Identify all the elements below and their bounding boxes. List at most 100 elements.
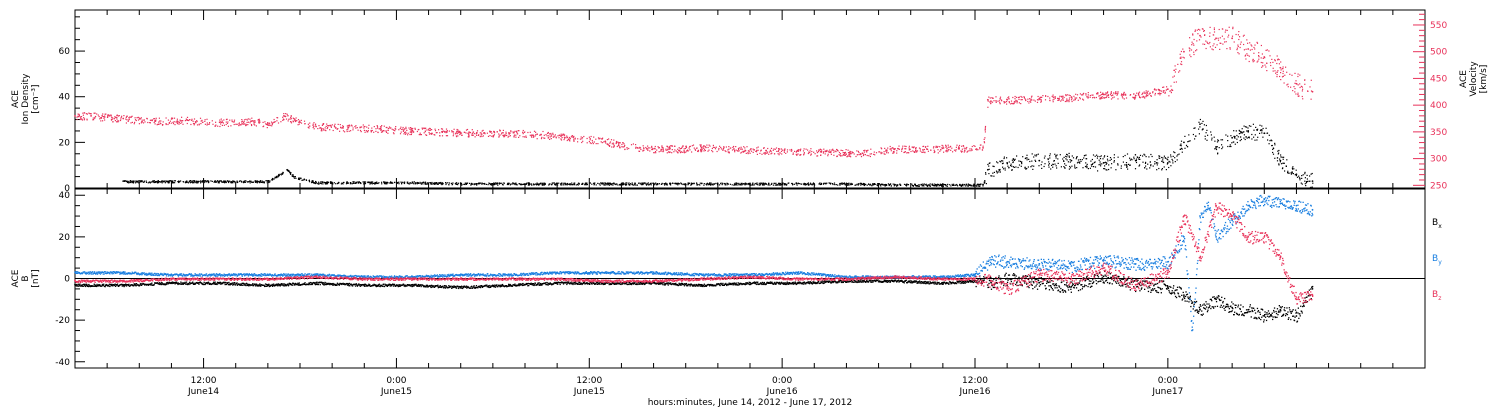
bfield-point bbox=[1279, 202, 1282, 205]
legend-label: B bbox=[1432, 218, 1438, 228]
density-point bbox=[411, 181, 414, 184]
bfield-point bbox=[990, 258, 992, 261]
velocity-point bbox=[475, 132, 478, 134]
velocity-point bbox=[1006, 98, 1009, 101]
velocity-point bbox=[572, 136, 575, 139]
bfield-point bbox=[1006, 260, 1009, 263]
velocity-axis-title: ACE bbox=[1459, 70, 1469, 88]
velocity-point bbox=[765, 149, 767, 152]
velocity-point bbox=[797, 150, 800, 153]
bfield-point bbox=[1231, 306, 1234, 309]
velocity-point bbox=[1215, 37, 1217, 40]
velocity-point bbox=[411, 129, 414, 132]
bfield-point bbox=[170, 273, 173, 276]
bfield-point bbox=[700, 283, 703, 286]
velocity-point bbox=[604, 140, 607, 143]
bfield-point bbox=[604, 271, 607, 274]
density-point bbox=[286, 168, 289, 171]
bfield-point bbox=[218, 277, 221, 280]
velocity-point bbox=[925, 148, 928, 150]
bfield-point bbox=[459, 277, 462, 280]
bfield-point bbox=[266, 277, 269, 280]
bfield-point bbox=[122, 271, 125, 274]
bfield-point bbox=[1038, 281, 1041, 284]
bfield-point bbox=[556, 281, 559, 284]
velocity-point bbox=[154, 120, 157, 123]
bfield-point bbox=[315, 273, 317, 276]
bfield-point bbox=[990, 281, 992, 284]
legend-entry-by: By bbox=[1432, 254, 1442, 266]
bfield-tick-label: 40 bbox=[59, 191, 71, 201]
x-tick-date: June15 bbox=[380, 387, 412, 397]
velocity-point bbox=[958, 147, 960, 149]
velocity-point bbox=[1166, 88, 1169, 91]
bfield-point bbox=[1183, 235, 1185, 238]
velocity-point bbox=[1134, 94, 1137, 97]
density-tick-label: 0 bbox=[64, 184, 70, 194]
velocity-point bbox=[700, 147, 703, 149]
density-point bbox=[700, 182, 703, 185]
bfield-point bbox=[797, 271, 800, 274]
velocity-point bbox=[1102, 93, 1105, 96]
density-point bbox=[170, 180, 173, 183]
density-point bbox=[292, 175, 295, 178]
density-point bbox=[893, 183, 896, 186]
bfield-point bbox=[1263, 315, 1266, 317]
velocity-point bbox=[1247, 48, 1250, 50]
velocity-point bbox=[1295, 82, 1298, 85]
bfield-point bbox=[652, 279, 655, 282]
bfield-point bbox=[266, 273, 269, 276]
bfield-axis-title: [nT] bbox=[31, 269, 41, 287]
bfield-point bbox=[411, 275, 414, 278]
density-point bbox=[122, 180, 125, 183]
velocity-point bbox=[1311, 90, 1314, 93]
bfield-tick-label: -40 bbox=[55, 358, 70, 368]
bfield-point bbox=[797, 277, 800, 280]
bfield-point bbox=[1231, 215, 1234, 217]
bfield-point bbox=[1215, 235, 1217, 238]
bfield-point bbox=[1183, 215, 1185, 217]
velocity-point bbox=[74, 114, 76, 117]
bfield-point bbox=[74, 271, 76, 274]
x-tick-label: 12:00 bbox=[576, 376, 602, 386]
velocity-point bbox=[540, 133, 542, 136]
bfield-point bbox=[749, 275, 751, 278]
velocity-point bbox=[379, 127, 382, 130]
velocity-point bbox=[982, 147, 984, 149]
density-point bbox=[1102, 161, 1105, 164]
density-point bbox=[363, 181, 366, 184]
bfield-point bbox=[1207, 204, 1209, 207]
bfield-point bbox=[1102, 267, 1105, 269]
density-point bbox=[1215, 146, 1217, 148]
x-tick-label: 12:00 bbox=[191, 376, 217, 386]
density-point bbox=[986, 168, 989, 171]
x-tick-label: 12:00 bbox=[962, 376, 988, 386]
x-tick-date: June15 bbox=[573, 387, 605, 397]
bfield-point bbox=[1191, 329, 1193, 332]
bfield-tick-label: -20 bbox=[55, 316, 70, 326]
x-tick-date: June17 bbox=[1151, 387, 1183, 397]
bfield-point bbox=[1311, 294, 1314, 297]
legend-subscript: x bbox=[1438, 223, 1442, 230]
bfield-point bbox=[1102, 275, 1105, 278]
bfield-point bbox=[1199, 215, 1201, 217]
legend-label: B bbox=[1432, 254, 1438, 264]
velocity-point bbox=[218, 121, 221, 124]
density-point bbox=[1199, 123, 1201, 126]
density-point bbox=[1134, 159, 1137, 162]
density-axis-title: Ion Density bbox=[21, 73, 31, 125]
bfield-point bbox=[1295, 298, 1298, 301]
density-tick-label: 40 bbox=[59, 93, 71, 103]
density-point bbox=[1231, 136, 1234, 139]
bfield-point bbox=[1134, 283, 1137, 286]
bfield-point bbox=[1279, 308, 1282, 311]
bfield-axis-title: ACE bbox=[11, 269, 21, 287]
density-tick-label: 20 bbox=[59, 138, 71, 148]
x-axis-title: hours:minutes, June 14, 2012 - June 17, … bbox=[648, 398, 853, 408]
density-point bbox=[315, 181, 317, 184]
velocity-series bbox=[74, 26, 1314, 158]
velocity-point bbox=[315, 125, 317, 128]
bfield-point bbox=[556, 277, 559, 280]
bfield-point bbox=[845, 277, 848, 280]
